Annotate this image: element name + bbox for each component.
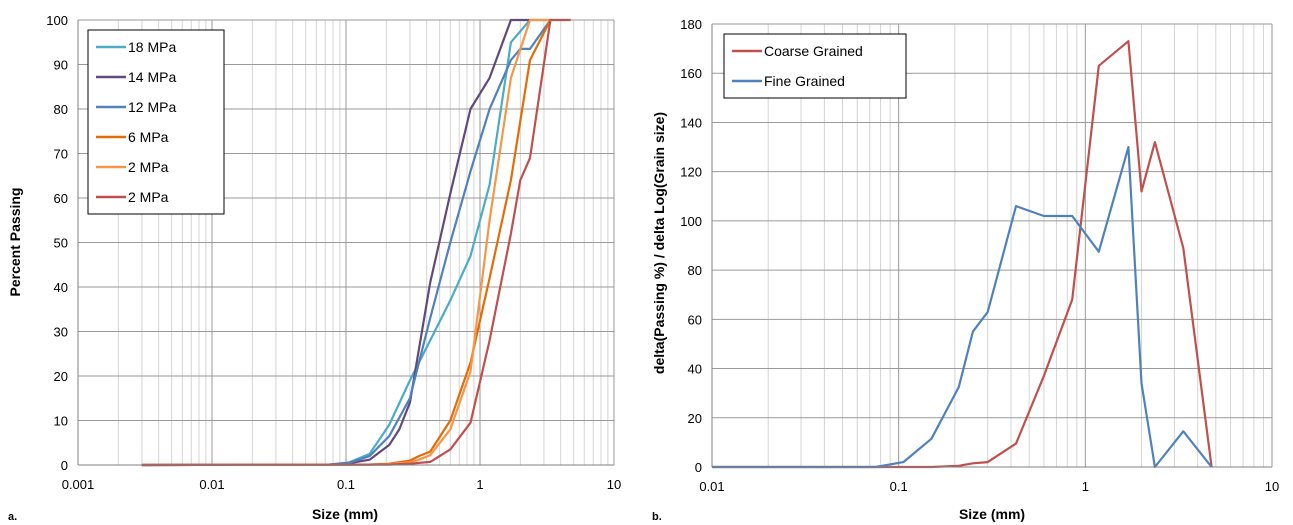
y-tick-label: 100 [680, 214, 702, 229]
chart-b-panel-label: b. [652, 511, 662, 523]
y-tick-label: 50 [54, 236, 68, 251]
y-tick-label: 160 [680, 66, 702, 81]
y-tick-label: 20 [54, 369, 68, 384]
x-tick-label: 0.1 [337, 477, 355, 492]
y-tick-label: 80 [688, 263, 702, 278]
y-tick-label: 120 [680, 165, 702, 180]
chart-b-x-tick-labels: 0.01 0.1 1 10 [699, 479, 1279, 494]
chart-b-y-tick-labels: 0 20 40 60 80 100 120 140 160 180 [680, 17, 702, 475]
y-tick-label: 140 [680, 115, 702, 130]
x-tick-label: 10 [1265, 479, 1279, 494]
legend-label: Fine Grained [764, 73, 845, 89]
legend-label: 6 MPa [128, 129, 169, 145]
legend-label: 18 MPa [128, 39, 176, 55]
chart-a-y-tick-labels: 0 10 20 30 40 50 60 70 80 90 100 [46, 13, 68, 473]
chart-a-y-axis-label: Percent Passing [7, 188, 23, 297]
x-tick-label: 0.01 [699, 479, 724, 494]
y-tick-label: 40 [54, 280, 68, 295]
legend-box [87, 29, 225, 215]
y-tick-label: 60 [688, 312, 702, 327]
y-tick-label: 40 [688, 362, 702, 377]
y-tick-label: 90 [54, 58, 68, 73]
chart-a-series-lines [141, 18, 571, 467]
chart-b-x-axis-label: Size (mm) [959, 506, 1025, 522]
y-tick-label: 70 [54, 147, 68, 162]
series-line [712, 40, 1213, 469]
y-tick-label: 100 [46, 13, 68, 28]
y-tick-label: 10 [54, 414, 68, 429]
legend-box [723, 33, 907, 99]
chart-b-axes [711, 24, 1273, 468]
y-tick-label: 30 [54, 325, 68, 340]
y-tick-label: 80 [54, 102, 68, 117]
chart-a-x-tick-labels: 0.001 0.01 0.1 1 10 [62, 477, 622, 492]
x-tick-label: 1 [1082, 479, 1089, 494]
chart-b-y-axis-label: delta(Passing %) / delta Log(Grain size) [651, 112, 667, 374]
legend-label: 12 MPa [128, 99, 176, 115]
x-tick-label: 10 [607, 477, 621, 492]
x-tick-label: 0.001 [62, 477, 95, 492]
chart-b: 0 20 40 60 80 100 120 140 160 180 0.01 0.1 1 10 Size… [651, 17, 1279, 523]
y-tick-label: 180 [680, 17, 702, 32]
x-tick-label: 0.01 [199, 477, 224, 492]
legend-label: 2 MPa [128, 159, 169, 175]
legend-label: 2 MPa [128, 189, 169, 205]
chart-a: 0 10 20 30 40 50 60 70 80 90 100 0.001 0.01 0.1 1 10 S… [7, 13, 621, 523]
y-tick-label: 60 [54, 191, 68, 206]
x-tick-label: 0.1 [890, 479, 908, 494]
chart-a-x-axis-label: Size (mm) [312, 506, 378, 522]
chart-b-series-lines [712, 40, 1213, 469]
legend-label: 14 MPa [128, 69, 176, 85]
chart-a-legend: 18 MPa 14 MPa 12 MPa 6 MPa 2 MPa 2 MPa [87, 29, 225, 215]
chart-a-panel-label: a. [8, 511, 17, 523]
series-line [141, 18, 571, 467]
y-tick-label: 0 [61, 458, 68, 473]
x-tick-label: 1 [476, 477, 483, 492]
legend-label: Coarse Grained [764, 43, 863, 59]
series-line [712, 146, 1213, 469]
chart-b-legend: Coarse Grained Fine Grained [723, 33, 907, 99]
chart-a-axes [77, 20, 615, 466]
y-tick-label: 20 [688, 411, 702, 426]
y-tick-label: 0 [695, 460, 702, 475]
